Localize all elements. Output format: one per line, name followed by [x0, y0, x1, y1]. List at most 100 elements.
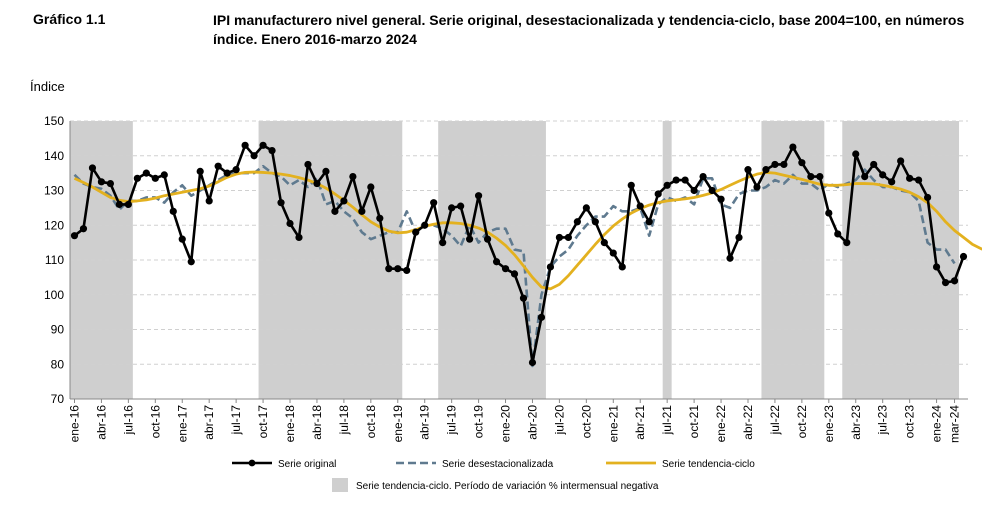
x-tick-label: oct-18 [364, 405, 378, 439]
series-original-point [807, 173, 815, 181]
series-original-point [205, 197, 213, 205]
x-tick-label: jul-18 [337, 405, 351, 436]
series-original-point [196, 167, 204, 175]
legend-tendencia-label: Serie tendencia-ciclo [662, 459, 755, 470]
y-tick-80: 80 [51, 357, 65, 371]
series-original-point [870, 160, 878, 169]
series-original-point [250, 152, 258, 160]
series-original-point [439, 239, 447, 247]
series-original-point [421, 221, 429, 229]
series-original-point [699, 173, 707, 181]
series-original-point [115, 200, 123, 208]
series-original-point [457, 202, 465, 210]
series-original-point [726, 254, 734, 262]
x-tick-label: oct-16 [148, 405, 162, 439]
series-original-point [717, 195, 725, 203]
series-original-point [304, 160, 312, 169]
series-original-point [528, 358, 537, 367]
series-original-point [169, 207, 177, 215]
series-original-point [798, 159, 806, 167]
series-original-point [744, 166, 752, 174]
series-original-point [187, 258, 195, 266]
series-original-point [492, 258, 501, 266]
series-original-point [950, 277, 959, 285]
series-original-point [753, 183, 761, 191]
series-original-point [124, 200, 132, 208]
legend-desestacionalizada-label: Serie desestacionalizada [442, 459, 554, 470]
series-original-point [627, 181, 635, 189]
series-lines [70, 141, 982, 368]
series-original-point [160, 171, 168, 179]
y-tick-140: 140 [44, 149, 64, 163]
y-tick-130: 130 [44, 184, 64, 198]
chart-title: IPI manufacturero nivel general. Serie o… [213, 12, 965, 47]
series-original-point [259, 141, 267, 149]
series-original-point [232, 166, 240, 174]
y-tick-70: 70 [51, 392, 65, 406]
legend-shade-swatch [332, 478, 348, 492]
series-original-point [295, 233, 303, 242]
x-tick-label: abr-22 [741, 405, 755, 440]
series-original-point [466, 235, 474, 243]
series-original-point [394, 265, 402, 273]
series-original-point [133, 174, 141, 182]
series-original-point [430, 199, 438, 207]
series-original-point [268, 146, 276, 155]
y-tick-120: 120 [44, 218, 64, 232]
series-original-point [349, 173, 357, 181]
x-tick-label: ene-17 [175, 405, 189, 443]
series-original-point [834, 230, 842, 238]
legend-shade-label: Serie tendencia-ciclo. Período de variac… [356, 481, 659, 492]
series-original-point [277, 199, 285, 207]
series-original-point [888, 178, 896, 186]
y-axis-label: Índice [30, 79, 65, 94]
series-original-point [906, 174, 914, 182]
series-original-point [376, 214, 384, 222]
series-original-point [313, 179, 321, 188]
x-tick-label: jul-16 [121, 405, 135, 436]
y-tick-150: 150 [44, 114, 64, 128]
x-tick-label: oct-21 [687, 405, 701, 439]
x-tick-label: ene-22 [714, 405, 728, 443]
x-tick-label: abr-18 [310, 405, 324, 440]
series-original-point [735, 233, 743, 242]
series-original-point [448, 204, 456, 212]
y-tick-90: 90 [51, 323, 65, 337]
x-tick-label: jul-17 [229, 405, 243, 436]
series-original-point [412, 228, 420, 236]
series-original-point [88, 164, 97, 172]
series-original-point [672, 176, 680, 184]
series-original-point [537, 313, 546, 321]
y-tick-110: 110 [45, 253, 64, 267]
y-tick-100: 100 [44, 288, 64, 302]
legend: Serie original Serie desestacionalizada … [232, 459, 755, 492]
series-original-point [483, 235, 492, 243]
series-original-point [286, 219, 294, 228]
series-original-point [546, 263, 555, 271]
series-original-point [403, 266, 411, 275]
series-original-point [852, 150, 860, 158]
series-original-point [609, 249, 617, 257]
series-original-line [73, 144, 965, 364]
legend-original-label: Serie original [278, 459, 336, 470]
series-original-point [780, 160, 788, 169]
series-original-point [762, 166, 770, 174]
x-tick-label: abr-20 [525, 405, 539, 440]
series-original-point [932, 263, 941, 271]
x-tick-label: ene-20 [499, 405, 513, 443]
x-tick-label: abr-21 [633, 405, 647, 440]
x-tick-label: abr-17 [202, 405, 216, 440]
y-tick-labels: 70 80 90 100 110 120 130 140 150 [44, 114, 64, 406]
series-original-point [241, 141, 249, 149]
series-original-point [70, 232, 79, 240]
series-original-point [879, 171, 887, 179]
series-original-point [106, 179, 115, 188]
series-original-point [555, 233, 564, 242]
series-original-point [151, 174, 159, 182]
series-original-point [142, 169, 150, 177]
series-original-point [97, 178, 106, 186]
x-tick-label: ene-23 [822, 405, 836, 443]
series-original-point [771, 160, 779, 169]
series-original-point [573, 218, 581, 226]
